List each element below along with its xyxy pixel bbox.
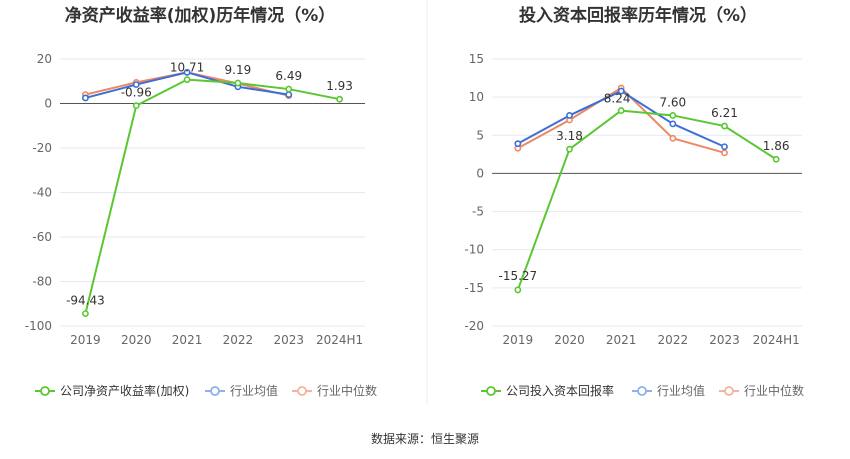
series-line-company — [84, 78, 340, 314]
y-tick-label: -10 — [464, 243, 484, 257]
y-tick-label: -100 — [25, 319, 52, 333]
data-point-company — [234, 79, 242, 87]
data-point-median — [669, 134, 677, 142]
chart-title: 净资产收益率(加权)历年情况（%） — [65, 5, 336, 26]
x-tick-label: 2022 — [658, 333, 689, 347]
data-label: 6.21 — [711, 106, 738, 120]
data-label: 8.24 — [604, 92, 631, 106]
y-tick-label: 0 — [476, 166, 484, 180]
data-point-avg — [285, 91, 293, 98]
y-tick-label: -5 — [472, 205, 484, 219]
data-point-company — [617, 107, 625, 114]
y-tick-label: 20 — [37, 52, 52, 66]
legend-item-label: 行业均值 — [230, 383, 278, 398]
data-point-avg — [514, 140, 522, 148]
data-point-avg — [669, 120, 677, 128]
data-point-avg — [617, 87, 625, 95]
data-label: 1.93 — [326, 79, 353, 93]
data-point-company — [285, 85, 293, 93]
roic-chart: 投入资本回报率历年情况（%） 15 10 5 0 -5 -10 -15 -20 2019 2020 2… — [464, 5, 804, 398]
y-tick-label: -40 — [32, 186, 52, 200]
data-point-company — [336, 95, 343, 103]
data-label: -15.27 — [498, 269, 537, 283]
x-tick-label: 2023 — [273, 333, 304, 347]
y-tick-label: 0 — [44, 97, 52, 111]
legend-marker — [486, 386, 496, 396]
y-tick-label: -20 — [32, 141, 52, 155]
data-point-company — [721, 122, 728, 130]
legend-marker — [297, 386, 307, 396]
legend-item-label: 公司净资产收益率(加权) — [60, 383, 189, 398]
data-label: -0.96 — [121, 86, 152, 100]
x-tick-label: 2023 — [709, 333, 740, 347]
data-label: 7.60 — [659, 95, 686, 109]
series-line-company — [516, 109, 777, 291]
data-point-company — [183, 76, 191, 84]
x-tick-label: 2021 — [172, 333, 203, 347]
data-point-company — [772, 155, 780, 163]
y-tick-label: -20 — [464, 319, 484, 333]
data-point-company — [566, 145, 573, 153]
data-label: 3.18 — [556, 129, 583, 143]
legend-item-label: 行业中位数 — [744, 383, 804, 398]
legend-item-label: 行业均值 — [657, 383, 705, 398]
legend-marker — [40, 386, 50, 396]
x-tick-label: 2020 — [554, 333, 585, 347]
legend-item-label: 公司投入资本回报率 — [506, 383, 614, 398]
roe-chart: 净资产收益率(加权)历年情况（%） 20 0 -20 -40 -60 -80 -100 2019… — [25, 5, 377, 398]
series-line-median — [85, 71, 289, 97]
data-point-company — [514, 286, 522, 294]
y-tick-label: 10 — [469, 90, 484, 104]
data-point-avg — [721, 143, 728, 151]
data-label: -94.43 — [66, 294, 105, 308]
data-point-avg — [566, 112, 573, 119]
legend-item-label: 行业中位数 — [317, 383, 377, 398]
data-label: 9.19 — [225, 63, 252, 77]
legend-marker — [724, 386, 734, 396]
data-point-avg — [82, 94, 89, 102]
x-tick-label: 2019 — [70, 333, 101, 347]
data-source-text: 数据来源：恒生聚源 — [371, 431, 479, 446]
data-label: 10.71 — [170, 61, 204, 75]
x-tick-label: 2019 — [503, 333, 534, 347]
data-label: 6.49 — [275, 69, 302, 83]
data-point-company — [132, 102, 140, 110]
legend-marker — [210, 386, 220, 396]
data-point-median — [721, 149, 728, 157]
legend-marker — [637, 386, 647, 396]
x-tick-label: 2020 — [121, 333, 152, 347]
y-tick-label: 15 — [469, 52, 484, 66]
x-tick-label: 2021 — [606, 333, 637, 347]
chart-title: 投入资本回报率历年情况（%） — [519, 5, 757, 26]
y-tick-label: -80 — [32, 275, 52, 289]
x-tick-label: 2022 — [223, 333, 254, 347]
y-tick-label: 5 — [476, 128, 484, 142]
data-label: 1.86 — [763, 139, 790, 153]
y-tick-label: -60 — [32, 230, 52, 244]
x-tick-label: 2024H1 — [753, 333, 800, 347]
data-point-avg — [132, 81, 140, 88]
x-tick-label: 2024H1 — [316, 333, 363, 347]
data-point-company — [669, 112, 677, 119]
data-point-company — [82, 310, 89, 318]
data-point-avg — [183, 68, 191, 76]
y-tick-label: -15 — [464, 281, 484, 295]
